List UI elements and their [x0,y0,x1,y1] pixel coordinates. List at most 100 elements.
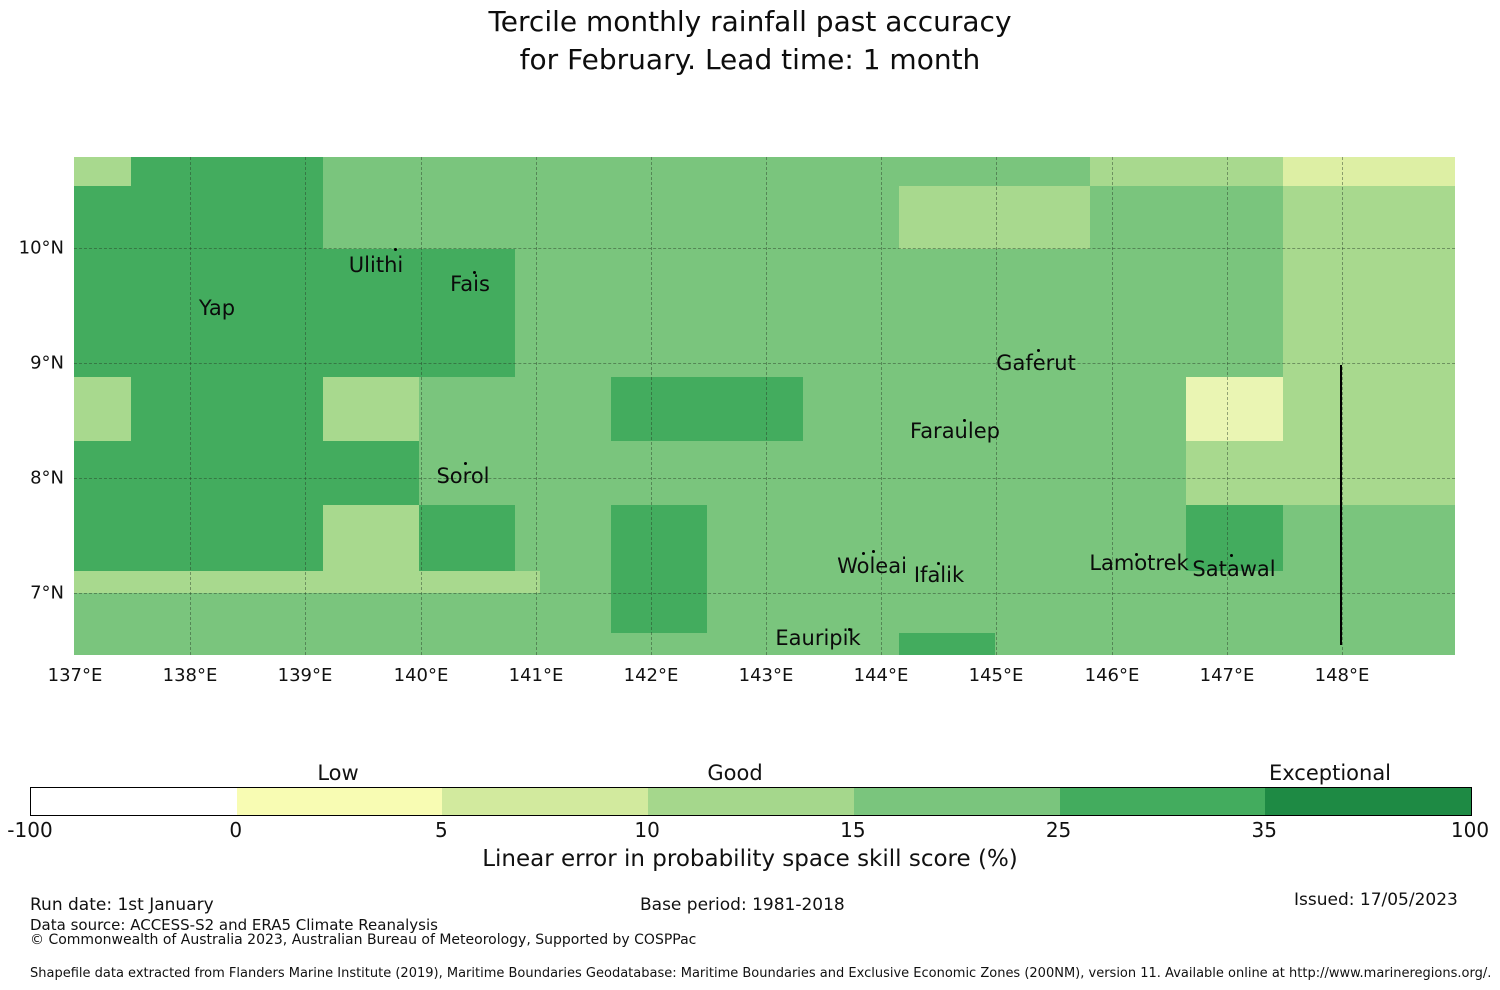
island-marker [1230,554,1233,557]
colorbar-tick-label: 35 [1251,818,1278,842]
x-tick-label: 142°E [623,665,679,686]
map-cell [1379,157,1455,186]
map-cell [323,441,419,505]
latitude-gridline [74,248,1455,249]
x-tick-label: 137°E [47,665,103,686]
colorbar-segment [1059,788,1266,815]
copyright-text: © Commonwealth of Australia 2023, Austra… [30,932,697,948]
map-cell [74,157,131,186]
y-tick-label: 10°N [18,237,64,259]
map-cell [131,157,227,186]
map-cell [227,249,323,313]
longitude-gridline [536,157,537,655]
map-cell [1283,441,1379,505]
map-cell [419,505,515,571]
colorbar-segment [648,788,854,815]
x-tick-label: 139°E [277,665,333,686]
map-cell [74,505,131,571]
map-cell [1186,157,1283,186]
island-label-faraulep: Faraulep [910,419,1000,443]
island-marker [848,628,851,631]
island-marker [937,562,940,565]
colorbar-tick-label: 15 [840,818,866,842]
island-label-fais: Fais [450,272,490,296]
island-label-woleai: Woleai [837,554,907,578]
island-label-satawal: Satawal [1192,557,1276,581]
map-cell [611,377,707,441]
x-tick-label: 148°E [1314,665,1370,686]
island-marker [473,271,476,274]
island-label-lamotrek: Lamotrek [1089,551,1189,575]
longitude-gridline [766,157,767,655]
island-marker [394,248,397,251]
x-tick-label: 146°E [1084,665,1140,686]
map-cell [1283,377,1379,441]
longitude-gridline [1112,157,1113,655]
colorbar-segment [442,788,649,815]
colorbar-segment [236,788,443,815]
base-period-text: Base period: 1981-2018 [640,895,845,915]
y-tick-label: 9°N [30,352,64,374]
map-cell [227,186,323,249]
colorbar [30,787,1472,816]
latitude-gridline [74,478,1455,479]
longitude-gridline [996,157,997,655]
issued-date-text: Issued: 17/05/2023 [1294,890,1458,910]
colorbar-category-label: Exceptional [1268,761,1392,785]
y-tick-label: 8°N [30,467,64,489]
island-marker [862,552,865,555]
map-cell [323,249,419,313]
map-cell [74,186,131,249]
island-label-sorol: Sorol [436,464,490,488]
x-tick-label: 145°E [968,665,1024,686]
island-marker [963,419,966,422]
map-cell [1283,186,1379,249]
map-cell [131,505,227,571]
map-cell [1379,249,1455,313]
map-cell [419,249,515,313]
longitude-gridline [881,157,882,655]
map-cell [323,505,419,571]
colorbar-tick-label: 5 [435,818,448,842]
map-cell [227,313,323,377]
map-cell [227,377,323,441]
island-label-ulithi: Ulithi [348,253,404,277]
colorbar-segment [1265,788,1471,815]
map-cell [131,313,227,377]
map-cell [131,249,227,313]
shapefile-attribution-text: Shapefile data extracted from Flanders M… [30,966,1492,981]
map-cell [707,377,803,441]
map-cell [1186,377,1283,441]
run-date-text: Run date: 1st January [30,895,214,915]
map-cell [1379,186,1455,249]
map-cell [1283,313,1379,377]
map-cell [74,249,131,313]
colorbar-segment [853,788,1060,815]
map-cell [419,313,515,377]
latitude-gridline [74,363,1455,364]
chart-title-line2: for February. Lead time: 1 month [519,43,981,76]
map-cell [1186,441,1283,505]
map-cell [1379,313,1455,377]
x-tick-label: 140°E [393,665,449,686]
data-source-text: Data source: ACCESS-S2 and ERA5 Climate … [30,916,438,934]
x-tick-label: 144°E [853,665,909,686]
chart-title-line1: Tercile monthly rainfall past accuracy [488,5,1012,38]
map-cell [611,571,707,633]
island-label-gaferut: Gaferut [996,351,1076,375]
map-cell [995,186,1090,249]
map-cell [1283,157,1379,186]
colorbar-tick-label: 25 [1045,818,1072,842]
longitude-gridline [651,157,652,655]
island-label-ifalik: Ifalik [913,563,965,587]
map-cell [227,505,323,571]
map-cell [1379,377,1455,441]
map-cell [74,571,540,593]
chart-title: Tercile monthly rainfall past accuracy f… [0,3,1500,79]
longitude-gridline [1342,157,1343,655]
map-cell [131,441,227,505]
map-cell [323,377,419,441]
map-cell [74,313,131,377]
longitude-gridline [421,157,422,655]
map-cell [899,186,995,249]
